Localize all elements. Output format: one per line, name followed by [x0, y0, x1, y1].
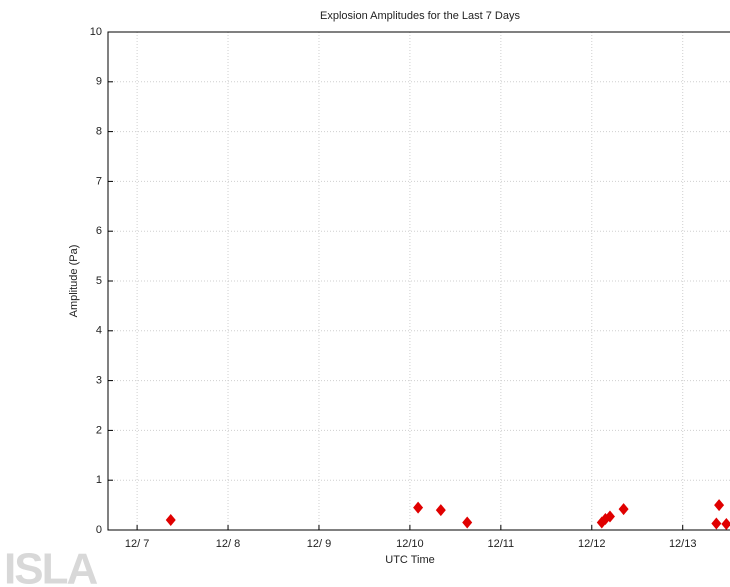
y-tick-label: 7 [96, 175, 102, 187]
plot-frame [107, 31, 730, 531]
y-tick-label: 6 [96, 225, 102, 237]
y-tick-label: 3 [96, 375, 102, 387]
y-tick-label: 8 [96, 126, 102, 138]
x-tick-label: 12/12 [578, 538, 606, 550]
x-tick-label: 12/ 8 [216, 538, 240, 550]
chart-title: Explosion Amplitudes for the Last 7 Days [320, 10, 520, 22]
x-tick-label: 12/10 [396, 538, 424, 550]
x-axis-label: UTC Time [385, 554, 435, 566]
y-tick-label: 10 [90, 26, 102, 38]
data-point [165, 514, 176, 527]
x-tick-label: 12/ 9 [307, 538, 331, 550]
logo: ISLA [4, 545, 97, 587]
y-tick-label: 1 [96, 474, 102, 486]
data-point [435, 504, 446, 517]
data-point [721, 518, 730, 531]
data-point [462, 516, 473, 529]
data-point [604, 510, 615, 523]
data-point [714, 499, 725, 512]
x-tick-label: 12/ 7 [125, 538, 149, 550]
x-tick-label: 12/13 [669, 538, 697, 550]
y-tick-label: 4 [96, 325, 102, 337]
x-tick-label: 12/11 [487, 538, 514, 550]
y-tick-label: 9 [96, 76, 102, 88]
y-tick-label: 0 [96, 524, 102, 536]
y-tick-label: 5 [96, 275, 102, 287]
data-point [711, 517, 722, 530]
y-axis-label: Amplitude (Pa) [68, 245, 80, 318]
data-point [618, 503, 629, 516]
y-tick-label: 2 [96, 424, 102, 436]
data-point [413, 501, 424, 514]
